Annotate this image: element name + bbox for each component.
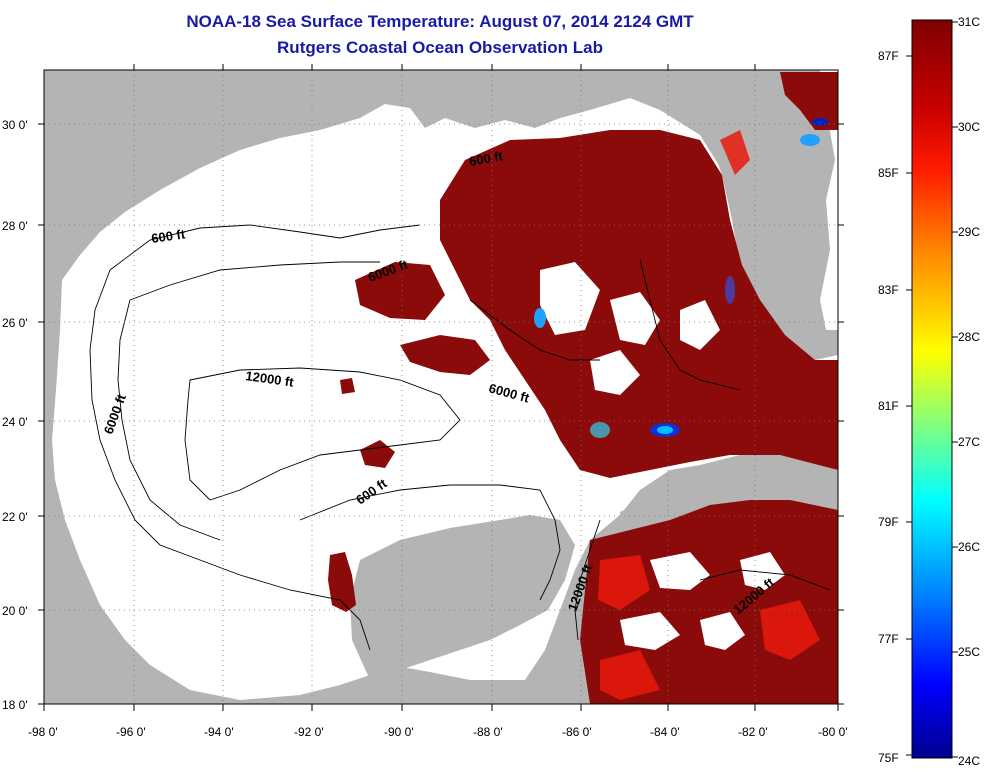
lon-tick-label: -82 0' xyxy=(738,725,768,739)
lon-tick-label: -90 0' xyxy=(384,725,414,739)
colorbar-celsius-label: 28C xyxy=(958,330,980,344)
contour-yucatan-shelf xyxy=(299,484,561,601)
colorbar-fahrenheit-label: 87F xyxy=(878,49,899,63)
lat-tick-label: 26 0' xyxy=(2,316,28,330)
colorbar-celsius-label: 26C xyxy=(958,540,980,554)
colorbar-celsius-label: 24C xyxy=(958,754,980,768)
lon-tick-label: -88 0' xyxy=(473,725,503,739)
lat-tick-label: 28 0' xyxy=(2,219,28,233)
sst-cool-spots xyxy=(534,118,828,438)
lon-tick-label: -96 0' xyxy=(116,725,146,739)
lat-ticks xyxy=(38,123,844,705)
colorbar-fahrenheit-label: 79F xyxy=(878,515,899,529)
contour-label: 600 ft xyxy=(468,148,505,169)
colorbar-fahrenheit-label: 85F xyxy=(878,166,899,180)
contour-florida-shelf xyxy=(639,259,741,391)
lat-tick-label: 30 0' xyxy=(2,118,28,132)
lon-tick-label: -98 0' xyxy=(28,725,58,739)
yucatan-land xyxy=(350,515,575,680)
contour-12000ft xyxy=(184,367,461,501)
contour-cayman xyxy=(699,569,831,591)
colorbar-celsius-label: 27C xyxy=(958,435,980,449)
lon-axis: -98 0' -96 0' -94 0' -92 0' -90 0' -88 0… xyxy=(28,725,848,739)
colorbar-celsius-label: 30C xyxy=(958,120,980,134)
contour-6000ft-east xyxy=(469,299,600,361)
map-area xyxy=(44,70,838,704)
lon-gridlines xyxy=(133,70,756,704)
contour-label: 12000 ft xyxy=(245,368,296,390)
lon-tick-label: -92 0' xyxy=(294,725,324,739)
colorbar: 31C 30C 29C 28C 27C 26C 25C 24C 87F 85F … xyxy=(878,15,980,768)
map-subtitle: Rutgers Coastal Ocean Observation Lab xyxy=(277,38,603,57)
lon-tick-label: -86 0' xyxy=(562,725,592,739)
colorbar-celsius-label: 29C xyxy=(958,225,980,239)
map-frame xyxy=(43,69,839,705)
lat-tick-label: 22 0' xyxy=(2,510,28,524)
colorbar-fahrenheit-label: 81F xyxy=(878,399,899,413)
contour-label: 600 ft xyxy=(150,226,186,246)
contour-600ft-west xyxy=(89,224,421,576)
contour-shelf-south xyxy=(239,574,371,651)
lon-tick-label: -94 0' xyxy=(204,725,234,739)
sst-orange-patches xyxy=(598,130,820,700)
colorbar-gradient xyxy=(911,19,953,759)
contour-6000ft-west xyxy=(117,261,380,541)
colorbar-celsius-label: 25C xyxy=(958,645,980,659)
lon-tick-label: -80 0' xyxy=(818,725,848,739)
lat-tick-label: 20 0' xyxy=(2,604,28,618)
lon-tick-label: -84 0' xyxy=(650,725,680,739)
atlantic-water xyxy=(820,70,838,330)
lat-tick-label: 18 0' xyxy=(2,698,28,712)
cloud-gaps xyxy=(540,262,785,650)
lon-ticks xyxy=(43,64,839,711)
lat-tick-label: 24 0' xyxy=(2,415,28,429)
contour-yucatan-channel xyxy=(574,519,601,641)
colorbar-fahrenheit-label: 77F xyxy=(878,632,899,646)
map-title: NOAA-18 Sea Surface Temperature: August … xyxy=(186,12,694,31)
colorbar-fahrenheit-label: 83F xyxy=(878,283,899,297)
lat-axis: 18 0' 20 0' 22 0' 24 0' 26 0' 28 0' 30 0… xyxy=(2,118,28,712)
colorbar-celsius-label: 31C xyxy=(958,15,980,29)
bathymetry-contours xyxy=(89,224,831,651)
colorbar-fahrenheit-label: 75F xyxy=(878,751,899,765)
